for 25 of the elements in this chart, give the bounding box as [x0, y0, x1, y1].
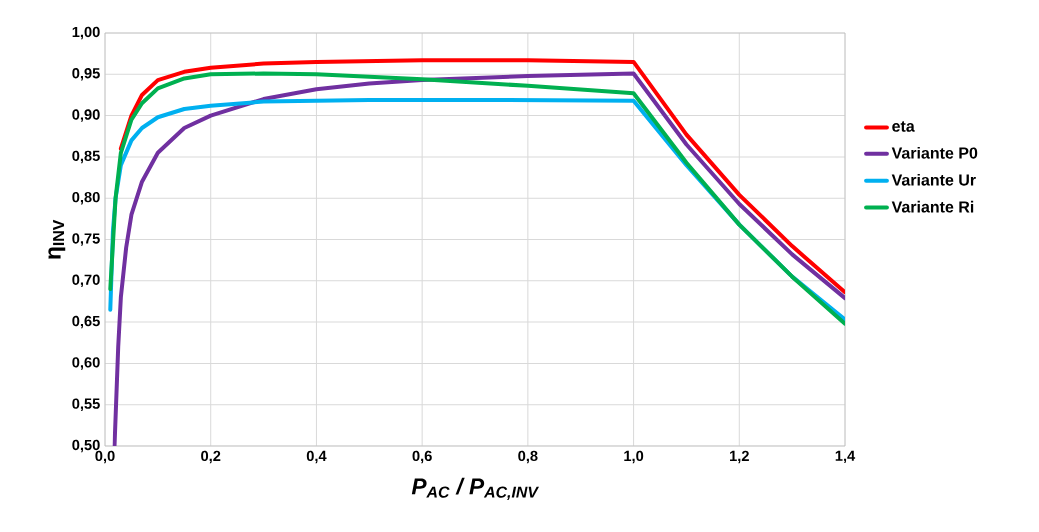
y-tick-label: 0,95 [72, 68, 100, 81]
x-tick-label: 1,4 [835, 450, 856, 464]
y-tick-label: 0,70 [72, 274, 100, 288]
y-tick-label: 1,00 [72, 26, 100, 40]
line-series [112, 71, 846, 446]
y-tick-label: 0,60 [72, 357, 100, 370]
y-tick-label: 0,80 [72, 191, 100, 205]
line-series [118, 58, 846, 295]
y-axis-title: η$_{INV}$ [48, 219, 66, 259]
y-tick-label: 0,55 [72, 398, 100, 411]
legend-label: eta [892, 121, 915, 132]
x-tick-label: 0,6 [412, 450, 432, 464]
x-tick-label: 0,2 [201, 450, 221, 464]
legend-label: Variante Ri [891, 200, 974, 213]
x-tick-label: 1,2 [730, 450, 749, 464]
y-tick-label: 0,85 [72, 150, 100, 164]
x-axis-title: P$_{AC}$ / P$_{AC,INV}$ [411, 477, 540, 501]
y-tick-label: 0,75 [72, 233, 100, 246]
y-tick-label: 0,65 [72, 315, 100, 329]
y-tick-label: 0,90 [72, 109, 100, 122]
legend-label: Variante P0 [891, 146, 978, 159]
x-tick-label: 0,4 [306, 450, 327, 464]
x-tick-label: 1,0 [624, 450, 644, 464]
legend-label: Variante Ur [891, 173, 976, 186]
x-tick-label: 0,8 [518, 450, 538, 464]
